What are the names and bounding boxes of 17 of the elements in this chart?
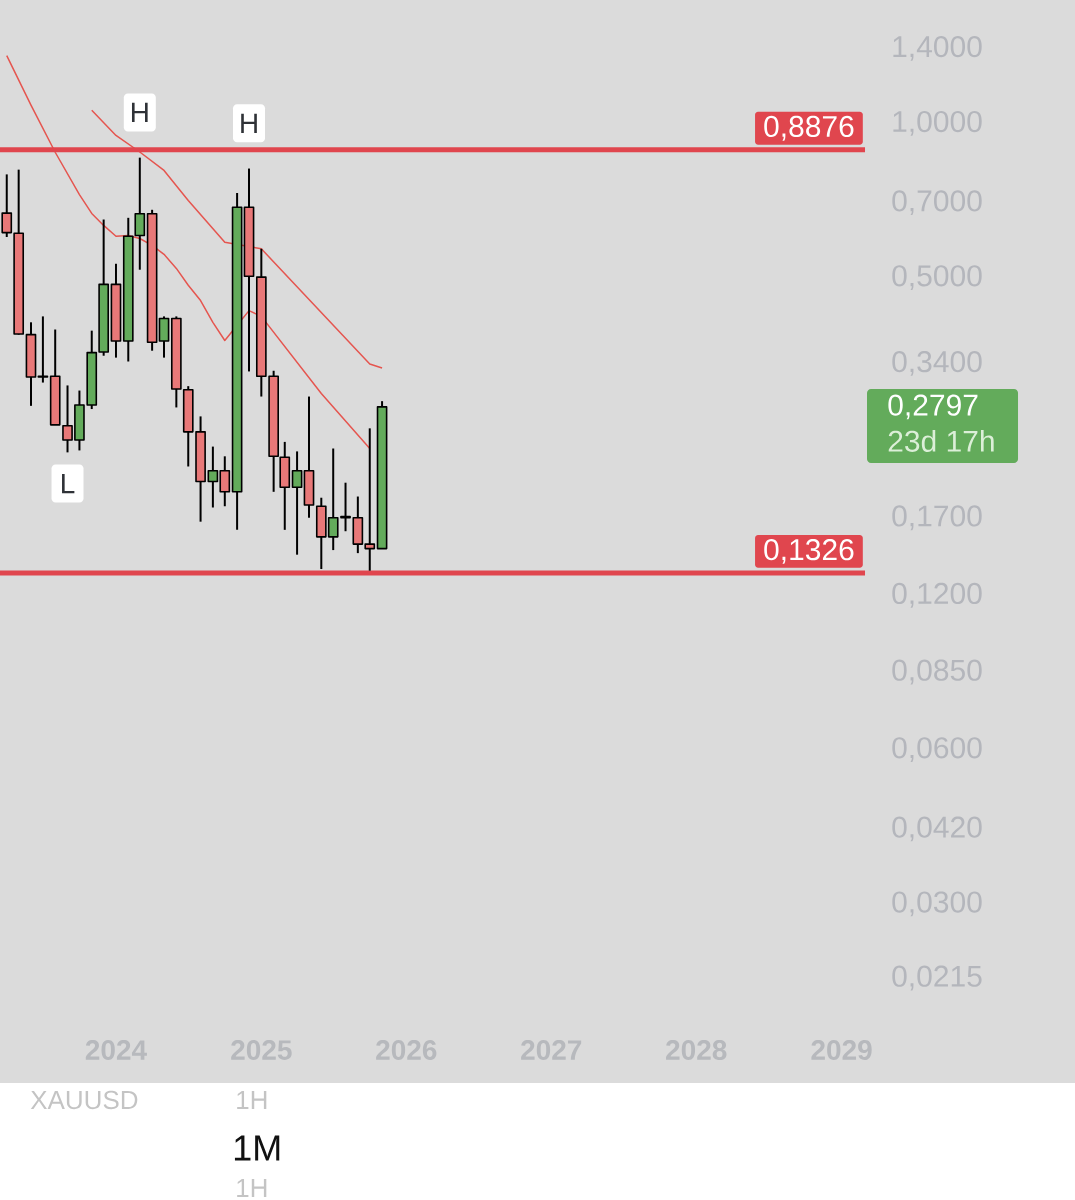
annotation: H bbox=[241, 113, 257, 133]
candlestick bbox=[37, 315, 49, 384]
ref-line-label: 0,1326 bbox=[764, 539, 854, 564]
candlestick bbox=[340, 481, 351, 533]
text: XAUUSD bbox=[30, 1090, 138, 1110]
text: 23d 17h bbox=[888, 429, 994, 452]
annotation: H bbox=[131, 102, 148, 123]
text: 1M bbox=[234, 1135, 280, 1161]
line-series bbox=[6, 54, 371, 450]
candlestick bbox=[291, 450, 303, 556]
text: 1H bbox=[237, 1179, 267, 1197]
annotation: L bbox=[62, 473, 75, 494]
text: 0,2797 bbox=[888, 394, 978, 420]
candlestick bbox=[158, 315, 170, 359]
text: 1H bbox=[237, 1091, 267, 1109]
candlestick bbox=[1, 173, 13, 238]
ref-line-label: 0,8876 bbox=[764, 115, 854, 141]
